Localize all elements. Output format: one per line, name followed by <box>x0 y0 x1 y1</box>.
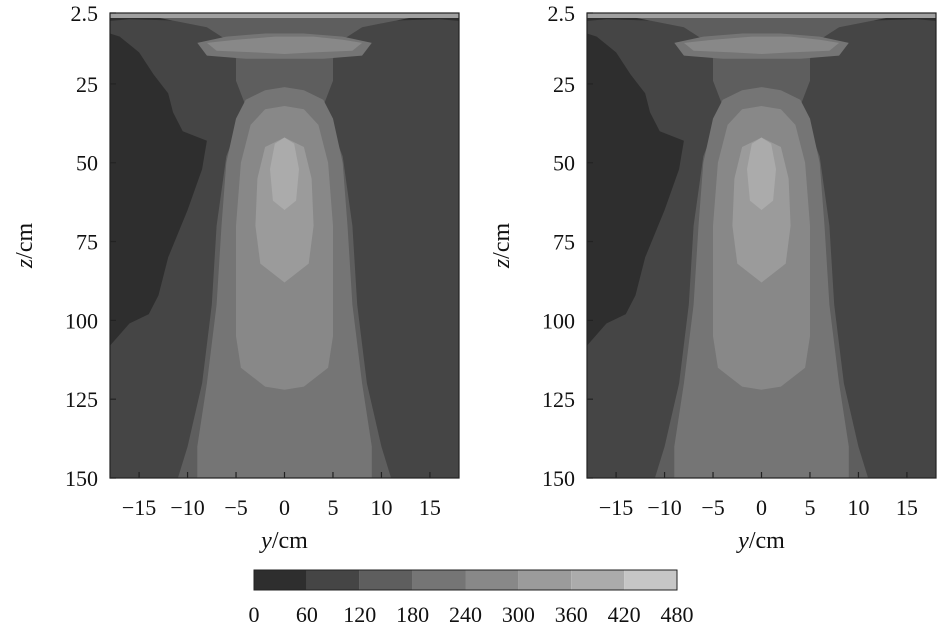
contour-region-360-8 <box>747 137 776 210</box>
x-tick-label: −15 <box>122 495 156 520</box>
y-tick-label: 25 <box>553 72 575 97</box>
y-axis-label-right: z/cm <box>489 223 515 270</box>
x-axis-ticks-right: −15 −10 −5 0 5 10 15 <box>599 472 918 520</box>
y-axis-ticks-right: 2.5 25 50 75 100 125 150 <box>542 1 593 491</box>
contour-region-240-6 <box>206 36 363 54</box>
colorbar-segment <box>465 570 519 590</box>
y-tick-label: 50 <box>553 151 575 176</box>
colorbar-segment <box>518 570 572 590</box>
x-tick-label: −10 <box>170 495 204 520</box>
y-tick-label: 125 <box>65 387 98 412</box>
x-tick-label: −5 <box>224 495 247 520</box>
colorbar-tick-label: 420 <box>608 602 641 627</box>
colorbar: 0 60 120 180 240 300 360 420 480 <box>249 569 694 627</box>
colorbar-tick-label: 120 <box>343 602 376 627</box>
x-axis-label-left: y/cm <box>259 528 308 554</box>
y-tick-label: 100 <box>65 308 98 333</box>
heatmap-left <box>110 13 459 478</box>
x-axis-var-right: y <box>736 528 749 554</box>
colorbar-tick-label: 300 <box>502 602 535 627</box>
colorbar-segment <box>571 570 625 590</box>
x-tick-label: −10 <box>647 495 681 520</box>
colorbar-tick-label: 360 <box>555 602 588 627</box>
colorbar-tick-label: 240 <box>449 602 482 627</box>
y-tick-label: 2.5 <box>548 1 576 26</box>
x-tick-label: 5 <box>804 495 815 520</box>
colorbar-segment <box>359 570 413 590</box>
x-tick-label: 10 <box>370 495 392 520</box>
x-tick-label: 15 <box>896 495 918 520</box>
colorbar-tick-label: 480 <box>661 602 694 627</box>
panel-left: −15 −10 −5 0 5 10 15 2.5 25 50 75 100 125 150 y/cm z… <box>12 1 460 554</box>
x-axis-label-right: y/cm <box>736 528 785 554</box>
y-tick-label: 25 <box>76 72 98 97</box>
x-tick-label: 5 <box>327 495 338 520</box>
colorbar-frame <box>253 569 678 591</box>
y-tick-label: 150 <box>542 466 575 491</box>
x-axis-unit-left: /cm <box>272 528 308 554</box>
x-tick-label: 10 <box>847 495 869 520</box>
heatmap-right <box>587 13 936 478</box>
y-tick-label: 75 <box>76 230 98 255</box>
y-axis-var-right: z <box>489 258 515 269</box>
y-tick-label: 75 <box>553 230 575 255</box>
x-tick-label: −15 <box>599 495 633 520</box>
panel-right: −15 −10 −5 0 5 10 15 2.5 25 50 75 100 125 150 y/cm z… <box>489 1 937 554</box>
y-axis-ticks-left: 2.5 25 50 75 100 125 150 <box>65 1 116 491</box>
y-tick-label: 125 <box>542 387 575 412</box>
colorbar-segment <box>306 570 360 590</box>
x-tick-label: −5 <box>701 495 724 520</box>
y-axis-unit-left: /cm <box>12 223 38 259</box>
y-axis-label-left: z/cm <box>12 223 38 270</box>
y-axis-var-left: z <box>12 258 38 269</box>
colorbar-segment <box>624 570 677 590</box>
x-axis-var-left: y <box>259 528 272 554</box>
colorbar-segment <box>254 570 307 590</box>
y-tick-label: 50 <box>76 151 98 176</box>
y-axis-unit-right: /cm <box>489 223 515 259</box>
y-tick-label: 100 <box>542 308 575 333</box>
surface-band <box>110 13 459 18</box>
x-tick-label: 15 <box>419 495 441 520</box>
contour-region-360-8 <box>270 137 299 210</box>
contour-region-240-6 <box>683 36 840 54</box>
y-tick-label: 150 <box>65 466 98 491</box>
x-axis-ticks-left: −15 −10 −5 0 5 10 15 <box>122 472 441 520</box>
colorbar-tick-label: 180 <box>396 602 429 627</box>
colorbar-segment <box>412 570 466 590</box>
colorbar-tick-label: 60 <box>296 602 318 627</box>
x-tick-label: 0 <box>756 495 767 520</box>
y-tick-label: 2.5 <box>71 1 99 26</box>
colorbar-tick-label: 0 <box>249 602 260 627</box>
surface-band <box>587 13 936 18</box>
x-axis-unit-right: /cm <box>749 528 785 554</box>
x-tick-label: 0 <box>279 495 290 520</box>
